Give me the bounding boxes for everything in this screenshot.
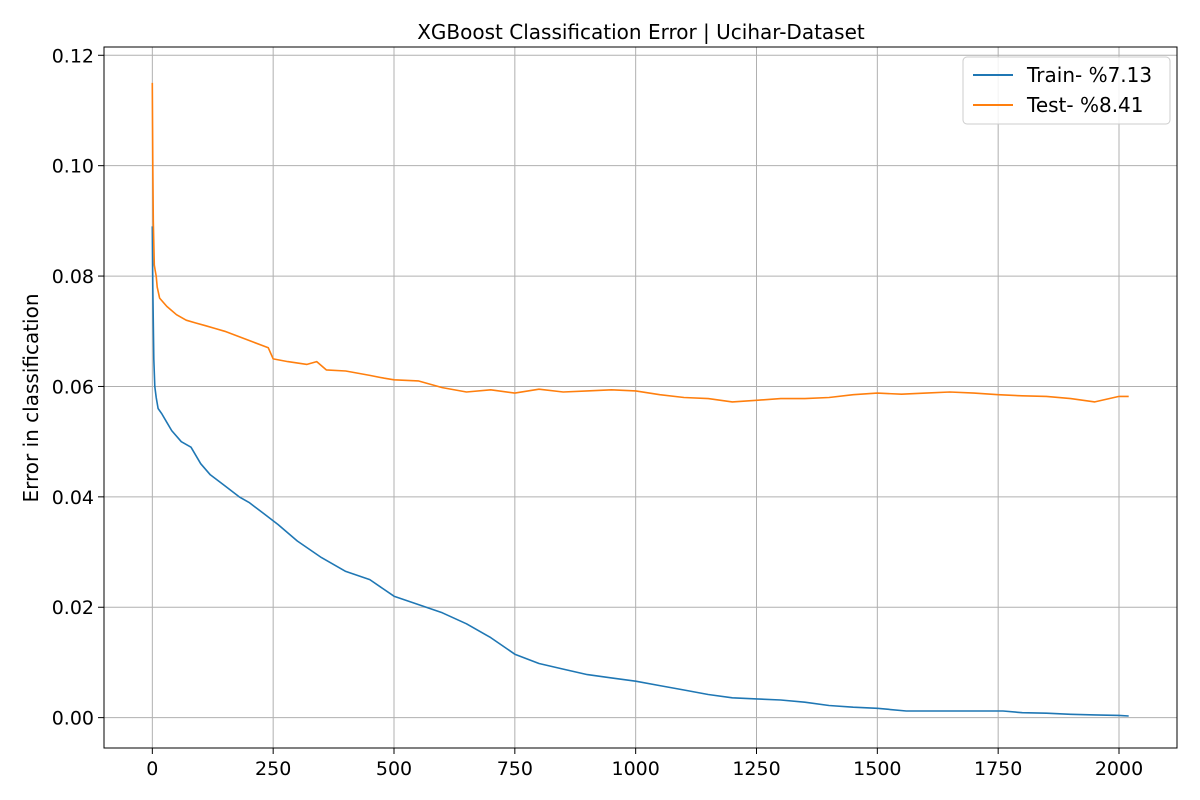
legend-label: Train- %7.13 bbox=[1026, 63, 1152, 87]
x-tick-label: 1500 bbox=[853, 758, 901, 780]
y-axis-label: Error in classification bbox=[19, 293, 43, 502]
y-tick-label: 0.08 bbox=[52, 266, 94, 288]
series-line-train bbox=[151, 226, 1129, 717]
x-tick-label: 500 bbox=[376, 758, 412, 780]
chart-title: XGBoost Classification Error | Ucihar-Da… bbox=[417, 20, 865, 44]
x-tick-label: 250 bbox=[255, 758, 291, 780]
legend-label: Test- %8.41 bbox=[1026, 93, 1144, 117]
legend: Train- %7.13 Test- %8.41 bbox=[962, 56, 1171, 125]
y-tick-label: 0.02 bbox=[52, 597, 94, 619]
legend-box bbox=[962, 56, 1171, 125]
x-axis-ticks: 0 250 500 750 1000 1250 1500 1750 2000 bbox=[146, 748, 1143, 780]
y-axis-ticks: 0.00 0.02 0.04 0.06 0.08 0.10 0.12 bbox=[52, 45, 104, 730]
x-tick-label: 1250 bbox=[732, 758, 780, 780]
x-tick-label: 1750 bbox=[974, 758, 1022, 780]
y-tick-label: 0.10 bbox=[52, 156, 94, 178]
grid bbox=[104, 47, 1177, 748]
y-tick-label: 0.12 bbox=[52, 45, 94, 67]
x-tick-label: 1000 bbox=[611, 758, 659, 780]
series-lines bbox=[151, 82, 1129, 717]
y-tick-label: 0.06 bbox=[52, 376, 94, 398]
x-tick-label: 750 bbox=[497, 758, 533, 780]
x-tick-label: 2000 bbox=[1095, 758, 1143, 780]
y-tick-label: 0.00 bbox=[52, 708, 94, 730]
y-tick-label: 0.04 bbox=[52, 487, 94, 509]
x-tick-label: 0 bbox=[146, 758, 158, 780]
plot-frame bbox=[103, 46, 1178, 749]
series-line-test bbox=[151, 82, 1129, 403]
